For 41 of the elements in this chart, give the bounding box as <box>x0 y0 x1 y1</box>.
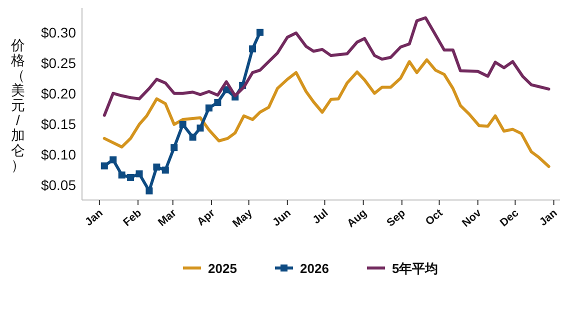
point <box>214 98 222 106</box>
point <box>136 170 143 178</box>
y-tick-label: $0.20 <box>40 85 76 102</box>
y-tick-label: $0.15 <box>40 116 76 132</box>
x-tick-label: Jan <box>83 206 106 228</box>
line-series <box>102 16 550 117</box>
point <box>189 134 196 141</box>
point <box>127 174 134 181</box>
point <box>179 120 186 128</box>
x-tick-label: Dec <box>498 207 522 230</box>
x-tick-label: Feb <box>121 206 144 229</box>
text: 价格（美元/加仑） <box>11 37 25 173</box>
x-tick-label: May <box>230 206 256 230</box>
point <box>205 104 212 112</box>
x-tick-label: Sep <box>384 206 408 230</box>
point <box>256 28 264 36</box>
x-tick-label: Oct <box>423 206 446 228</box>
point <box>162 166 169 174</box>
y-tick-label: $0.25 <box>40 54 76 71</box>
point <box>118 172 126 179</box>
y-tick-label: $0.05 <box>40 176 76 193</box>
x-tick-label: Apr <box>195 206 218 228</box>
legend-label: 2026 <box>300 261 329 276</box>
point <box>146 187 153 194</box>
line-series <box>102 58 550 168</box>
x-tick-label: Mar <box>156 206 180 229</box>
x-tick-label: Jan <box>537 206 560 228</box>
x-tick-label: Nov <box>460 206 484 230</box>
y-tick-label: $0.30 <box>40 24 76 40</box>
point <box>153 164 160 171</box>
point <box>196 124 204 132</box>
point <box>100 162 108 170</box>
legend-label: 5年平均 <box>392 261 438 276</box>
legend-label: 2025 <box>208 261 237 276</box>
y-tick-label: $0.10 <box>40 146 76 162</box>
x-tick-label: Aug <box>345 207 370 230</box>
x-tick-label: Jul <box>310 207 331 227</box>
x-tick-label: Jun <box>270 206 294 229</box>
point <box>170 144 178 152</box>
point <box>110 156 117 164</box>
point <box>249 45 256 52</box>
